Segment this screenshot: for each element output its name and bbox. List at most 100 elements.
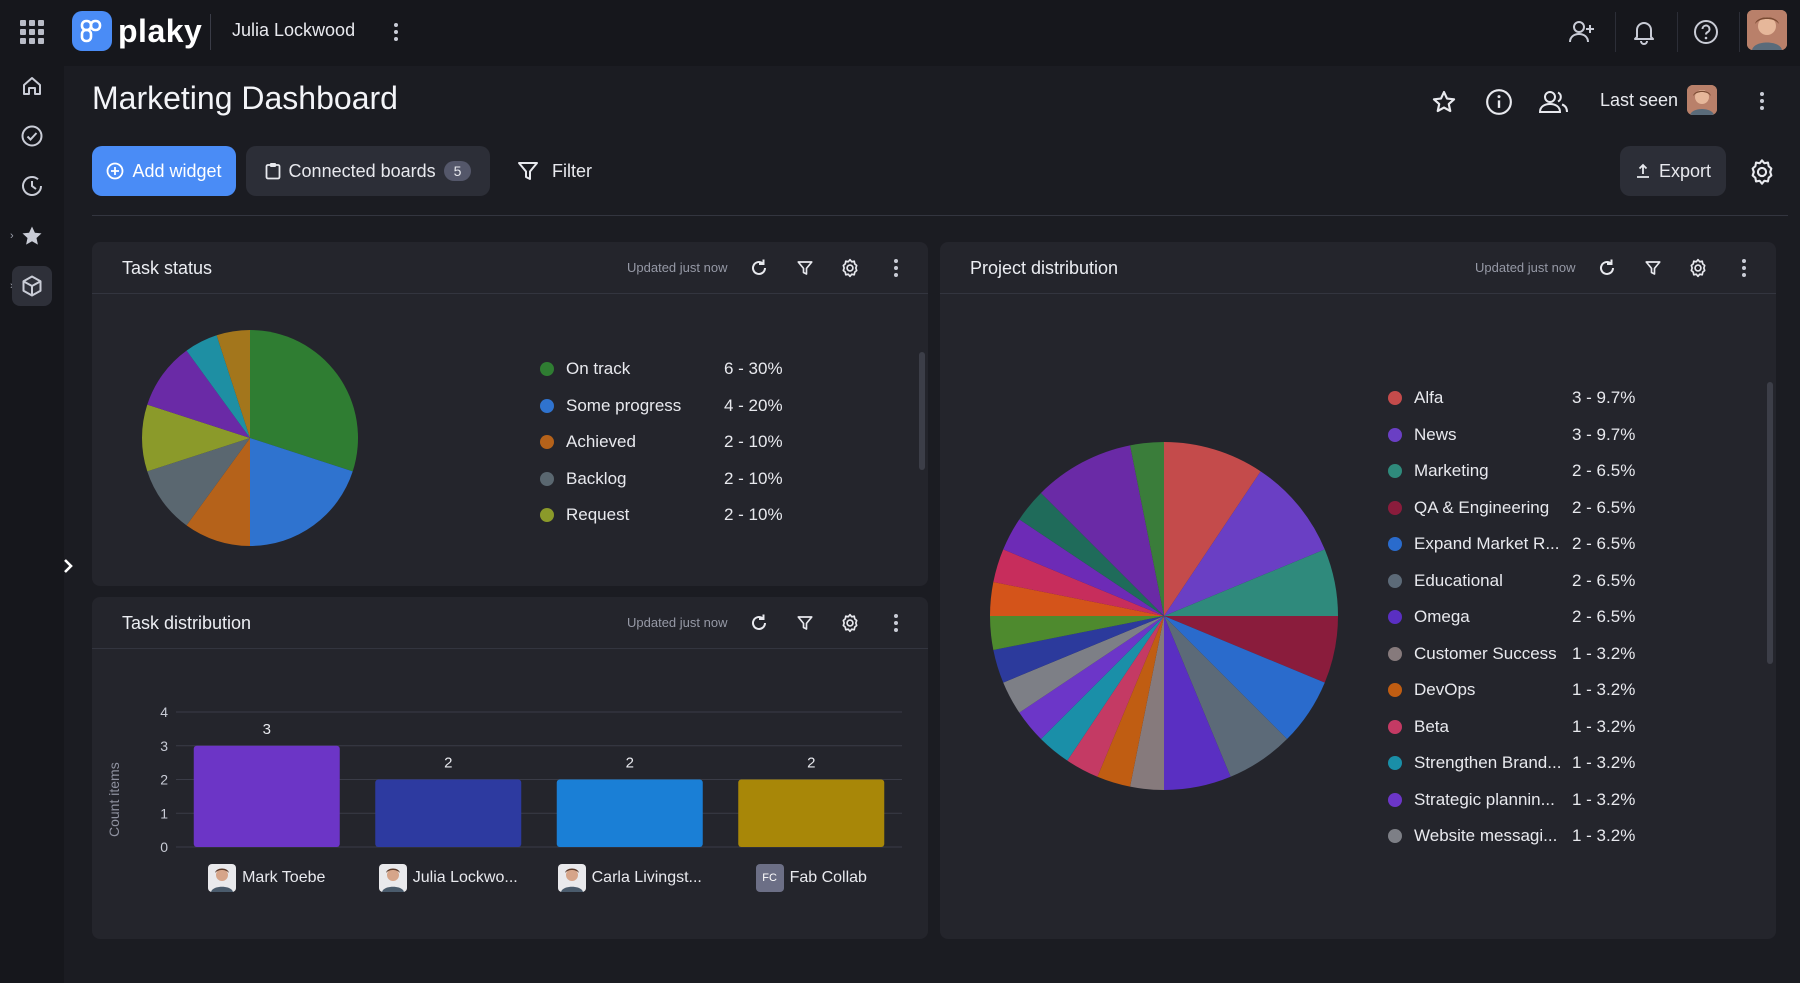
filter-funnel-icon[interactable]	[791, 609, 819, 637]
my-work-check-icon[interactable]	[12, 116, 52, 156]
workspace-caret-icon[interactable]: ›	[10, 280, 14, 292]
dashboard-more-menu-icon[interactable]	[1750, 86, 1774, 116]
legend-label: QA & Engineering	[1414, 497, 1550, 517]
dashboard-settings-gear-icon[interactable]	[1744, 154, 1780, 190]
pie-slice[interactable]	[1164, 471, 1325, 616]
expand-sidebar-chevron-icon[interactable]	[56, 550, 80, 582]
invite-user-icon[interactable]	[1564, 14, 1600, 50]
bar[interactable]	[193, 745, 340, 847]
pie-slice[interactable]	[1003, 616, 1164, 713]
legend-item[interactable]: Some progress 4 - 20%	[540, 395, 783, 417]
pie-slice[interactable]	[186, 335, 250, 438]
widget-more-menu-icon[interactable]	[882, 609, 910, 637]
legend-item[interactable]: Website messagi... 1 - 3.2%	[1388, 825, 1635, 847]
legend-item[interactable]: Request 2 - 10%	[540, 504, 783, 526]
workspace-cube-icon[interactable]	[12, 266, 52, 306]
widget-more-menu-icon[interactable]	[1730, 254, 1758, 282]
task-status-widget: Task status Updated just now On track 6 -…	[92, 242, 928, 586]
recent-activity-icon[interactable]	[12, 166, 52, 206]
legend-item[interactable]: QA & Engineering 2 - 6.5%	[1388, 497, 1635, 519]
board-members-icon[interactable]	[1536, 84, 1572, 120]
refresh-icon[interactable]	[745, 254, 773, 282]
legend-item[interactable]: Achieved 2 - 10%	[540, 431, 783, 453]
legend-item[interactable]: Marketing 2 - 6.5%	[1388, 460, 1635, 482]
legend-item[interactable]: Expand Market R... 2 - 6.5%	[1388, 533, 1635, 555]
pie-slice[interactable]	[1019, 492, 1164, 616]
legend-item[interactable]: Customer Success 1 - 3.2%	[1388, 643, 1635, 665]
star-icon[interactable]	[1426, 84, 1462, 120]
plaky-logo[interactable]: plaky	[72, 11, 202, 51]
export-button[interactable]: Export	[1620, 146, 1726, 196]
pie-slice[interactable]	[1097, 616, 1164, 787]
favorites-star-icon[interactable]	[12, 216, 52, 256]
favorites-caret-icon[interactable]: ›	[10, 230, 14, 242]
legend-item[interactable]: Educational 2 - 6.5%	[1388, 570, 1635, 592]
pie-slice[interactable]	[1003, 519, 1164, 616]
filter-button[interactable]: Filter	[516, 146, 592, 196]
widget-settings-gear-icon[interactable]	[1684, 254, 1712, 282]
bar[interactable]	[556, 779, 703, 848]
pie-slice[interactable]	[1164, 616, 1288, 777]
legend-color-dot	[1388, 756, 1402, 770]
pie-slice[interactable]	[1164, 442, 1261, 616]
bar-category-label[interactable]: Carla Livingst...	[557, 864, 702, 892]
last-seen-avatar[interactable]	[1687, 85, 1717, 115]
pie-slice[interactable]	[993, 549, 1164, 616]
home-icon[interactable]	[12, 66, 52, 106]
bar-category-label[interactable]: Mark Toebe	[208, 864, 325, 892]
pie-slice[interactable]	[216, 330, 250, 438]
bar[interactable]	[375, 779, 522, 848]
refresh-icon[interactable]	[1593, 254, 1621, 282]
filter-funnel-icon[interactable]	[791, 254, 819, 282]
bar-category-label[interactable]: FC Fab Collab	[755, 864, 867, 892]
pie-slice[interactable]	[1019, 616, 1164, 740]
widget-more-menu-icon[interactable]	[882, 254, 910, 282]
add-widget-button[interactable]: Add widget	[92, 146, 236, 196]
legend-item[interactable]: Backlog 2 - 10%	[540, 468, 783, 490]
pie-slice[interactable]	[142, 404, 250, 472]
legend-item[interactable]: On track 6 - 30%	[540, 358, 783, 380]
widget-settings-gear-icon[interactable]	[836, 254, 864, 282]
pie-slice[interactable]	[1164, 616, 1231, 790]
pie-slice[interactable]	[990, 616, 1164, 650]
pie-slice[interactable]	[250, 330, 358, 472]
workspace-name[interactable]: Julia Lockwood	[232, 20, 356, 40]
bar[interactable]	[738, 779, 885, 848]
pie-slice[interactable]	[250, 438, 353, 546]
scrollbar[interactable]	[1767, 382, 1773, 664]
pie-slice[interactable]	[1040, 616, 1164, 761]
pie-slice[interactable]	[1067, 616, 1164, 777]
connected-boards-button[interactable]: Connected boards 5	[246, 146, 490, 196]
pie-slice[interactable]	[1164, 616, 1325, 740]
legend-item[interactable]: Omega 2 - 6.5%	[1388, 606, 1635, 628]
filter-funnel-icon[interactable]	[1639, 254, 1667, 282]
info-icon[interactable]	[1481, 84, 1517, 120]
pie-slice[interactable]	[1130, 616, 1164, 790]
legend-item[interactable]: Strengthen Brand... 1 - 3.2%	[1388, 752, 1635, 774]
apps-grid-icon[interactable]	[20, 20, 44, 44]
legend-item[interactable]: Strategic plannin... 1 - 3.2%	[1388, 789, 1635, 811]
bell-icon[interactable]	[1626, 14, 1662, 50]
pie-slice[interactable]	[147, 438, 250, 526]
workspace-menu-icon[interactable]	[384, 16, 408, 48]
widget-settings-gear-icon[interactable]	[836, 609, 864, 637]
legend-item[interactable]: Alfa 3 - 9.7%	[1388, 387, 1635, 409]
legend-item[interactable]: News 3 - 9.7%	[1388, 424, 1635, 446]
refresh-icon[interactable]	[745, 609, 773, 637]
pie-slice[interactable]	[993, 616, 1164, 683]
help-icon[interactable]	[1688, 14, 1724, 50]
pie-slice[interactable]	[147, 350, 250, 438]
scrollbar[interactable]	[919, 352, 925, 470]
pie-slice[interactable]	[1164, 616, 1338, 683]
y-tick-label: 1	[160, 805, 168, 821]
legend-color-dot	[1388, 391, 1402, 405]
pie-slice[interactable]	[186, 438, 250, 546]
user-avatar[interactable]	[1747, 10, 1787, 50]
legend-item[interactable]: Beta 1 - 3.2%	[1388, 716, 1635, 738]
pie-slice[interactable]	[990, 582, 1164, 616]
legend-item[interactable]: DevOps 1 - 3.2%	[1388, 679, 1635, 701]
pie-slice[interactable]	[1130, 442, 1164, 616]
pie-slice[interactable]	[1164, 549, 1338, 616]
bar-category-label[interactable]: Julia Lockwo...	[378, 864, 518, 892]
pie-slice[interactable]	[1040, 445, 1164, 616]
